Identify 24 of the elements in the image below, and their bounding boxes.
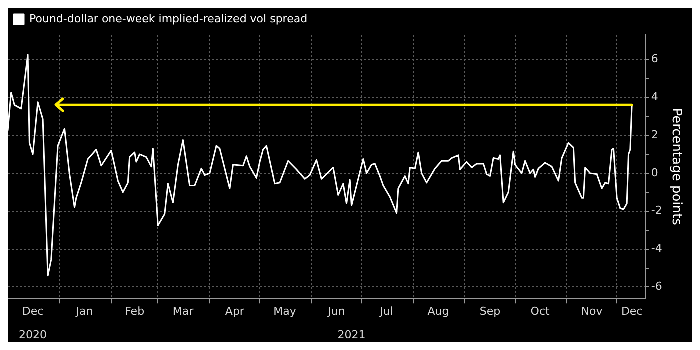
x-tick-label: Nov (581, 305, 604, 318)
x-tick-label: Jul (379, 305, 394, 318)
y-tick-label: 4 (651, 90, 658, 104)
legend-label: Pound-dollar one-week implied-realized vol spread (30, 12, 308, 26)
x-tick-label: Feb (125, 305, 145, 318)
x-tick-label: Dec (22, 305, 44, 318)
x-tick-label: Mar (172, 305, 194, 318)
x-tick-label: May (274, 305, 297, 318)
y-tick-label: -6 (651, 280, 662, 294)
x-tick-label: Apr (225, 305, 245, 318)
y-tick-label: 6 (651, 52, 658, 66)
x-tick-label: Sep (480, 305, 501, 318)
y-tick-label: -4 (651, 242, 662, 256)
x-tick-label: Aug (428, 305, 450, 318)
x-tick-label: Oct (530, 305, 550, 318)
x-tick-label: Jan (75, 305, 94, 318)
y-axis-title: Percentage points (668, 108, 684, 226)
y-tick-label: 0 (651, 166, 658, 180)
y-tick-label: -2 (651, 204, 662, 218)
x2-tick-label: 2021 (338, 328, 366, 342)
x-tick-label: Jun (327, 305, 346, 318)
x-tick-label: Dec (621, 305, 643, 318)
y-tick-label: 2 (651, 128, 658, 142)
x2-tick-label: 2020 (19, 328, 48, 342)
